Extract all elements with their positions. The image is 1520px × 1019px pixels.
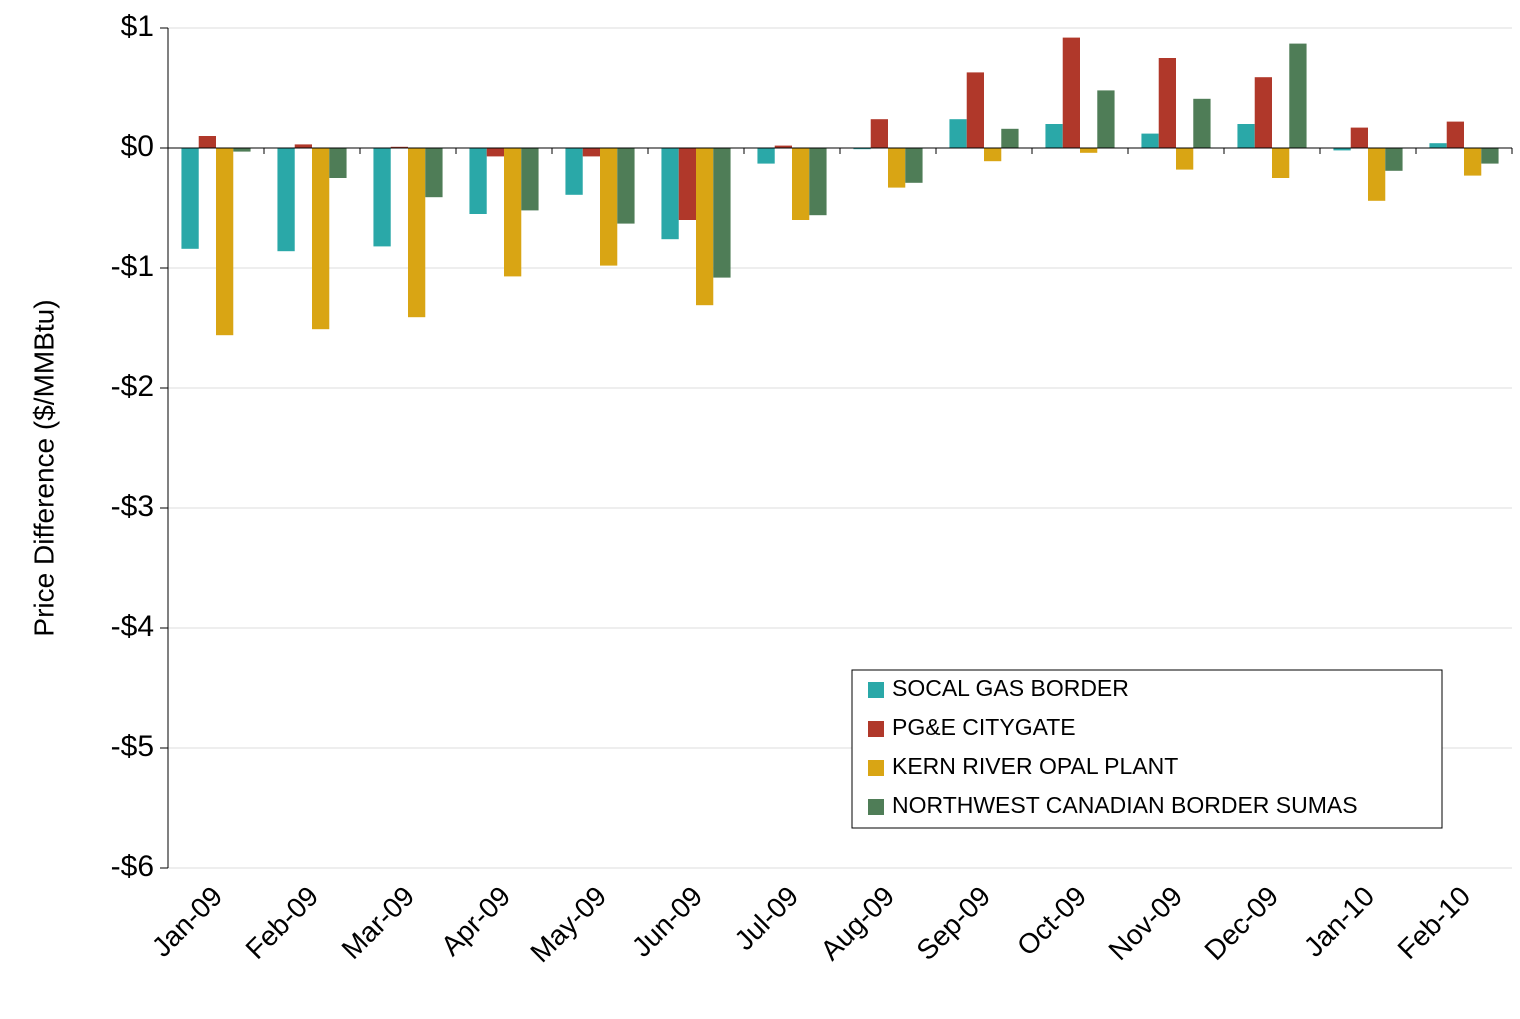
bar	[408, 148, 426, 318]
bar	[1045, 124, 1063, 148]
bar	[792, 148, 810, 220]
legend-swatch	[868, 721, 884, 737]
bar	[617, 148, 635, 224]
bar	[1254, 77, 1272, 148]
x-tick-label: Jan-10	[1298, 880, 1380, 962]
x-tick-label: Oct-09	[1011, 880, 1092, 961]
bar	[870, 119, 888, 148]
x-tick-label: Jun-09	[626, 880, 708, 962]
y-tick-label: $1	[121, 10, 154, 43]
legend-swatch	[868, 682, 884, 698]
legend-box	[851, 669, 1443, 829]
bar	[853, 148, 871, 150]
bar	[1289, 43, 1307, 148]
x-tick-label: Jan-09	[146, 880, 228, 962]
legend: SOCAL GAS BORDER PG&E CITYGATE KERN RIVER …	[851, 669, 1443, 829]
bar	[1080, 148, 1098, 153]
bar	[984, 148, 1002, 162]
bar	[1481, 148, 1499, 164]
bar	[294, 144, 312, 148]
bar	[1429, 143, 1447, 148]
legend-swatch	[868, 799, 884, 815]
bar	[774, 145, 792, 148]
y-tick-label: -$5	[111, 730, 154, 763]
bar	[390, 146, 408, 148]
bar	[1141, 133, 1159, 148]
y-tick-label: -$6	[111, 850, 154, 883]
bar	[1272, 148, 1290, 178]
bar	[888, 148, 906, 188]
bar	[1176, 148, 1194, 170]
bar	[504, 148, 522, 277]
bar	[1385, 148, 1403, 171]
y-tick-label: -$2	[111, 370, 154, 403]
y-tick-label: -$1	[111, 250, 154, 283]
bar	[565, 148, 583, 195]
bar	[1193, 98, 1211, 148]
bar	[809, 148, 827, 216]
bar	[1464, 148, 1482, 176]
bar	[181, 148, 199, 249]
bar	[1001, 128, 1019, 148]
x-tick-label: Jul-09	[728, 880, 804, 956]
x-tick-label: Feb-10	[1392, 880, 1477, 965]
bar	[582, 148, 600, 157]
legend-label: PG&E CITYGATE	[892, 714, 1076, 740]
bar	[216, 148, 234, 336]
legend-swatch	[868, 760, 884, 776]
legend-label: SOCAL GAS BORDER	[892, 675, 1129, 701]
bar	[600, 148, 618, 266]
bar	[1368, 148, 1386, 201]
bar	[277, 148, 295, 252]
bar	[1062, 37, 1080, 148]
bar	[905, 148, 923, 183]
bar	[469, 148, 487, 214]
x-tick-label: Mar-09	[336, 880, 421, 965]
bar	[661, 148, 679, 240]
bar	[486, 148, 504, 157]
x-tick-label: Sep-09	[910, 880, 996, 966]
x-tick-label: Feb-09	[240, 880, 325, 965]
bar	[713, 148, 731, 278]
bar	[312, 148, 330, 330]
x-tick-label: May-09	[524, 880, 612, 968]
bar	[1446, 121, 1464, 148]
bar	[1097, 90, 1115, 148]
bar	[966, 72, 984, 148]
bar	[233, 148, 251, 152]
legend-label: KERN RIVER OPAL PLANT	[892, 753, 1178, 779]
bar	[949, 119, 967, 148]
bar	[425, 148, 443, 198]
bar	[1237, 124, 1255, 148]
bar	[521, 148, 539, 211]
bar	[696, 148, 714, 306]
x-tick-label: Aug-09	[814, 880, 900, 966]
x-tick-label: Apr-09	[435, 880, 516, 961]
bar	[1350, 127, 1368, 148]
y-tick-label: -$3	[111, 490, 154, 523]
y-axis-label: Price Difference ($/MMBtu)	[28, 299, 59, 636]
legend-label: NORTHWEST CANADIAN BORDER SUMAS	[892, 792, 1358, 818]
x-tick-label: Dec-09	[1198, 880, 1284, 966]
y-tick-label: -$4	[111, 610, 154, 643]
bar	[757, 148, 775, 164]
y-tick-label: $0	[121, 130, 154, 163]
x-tick-label: Nov-09	[1102, 880, 1188, 966]
bar	[373, 148, 391, 247]
bar	[1158, 58, 1176, 148]
bar	[678, 148, 696, 220]
bar	[329, 148, 347, 178]
bar	[1333, 148, 1351, 151]
bar	[198, 136, 216, 148]
